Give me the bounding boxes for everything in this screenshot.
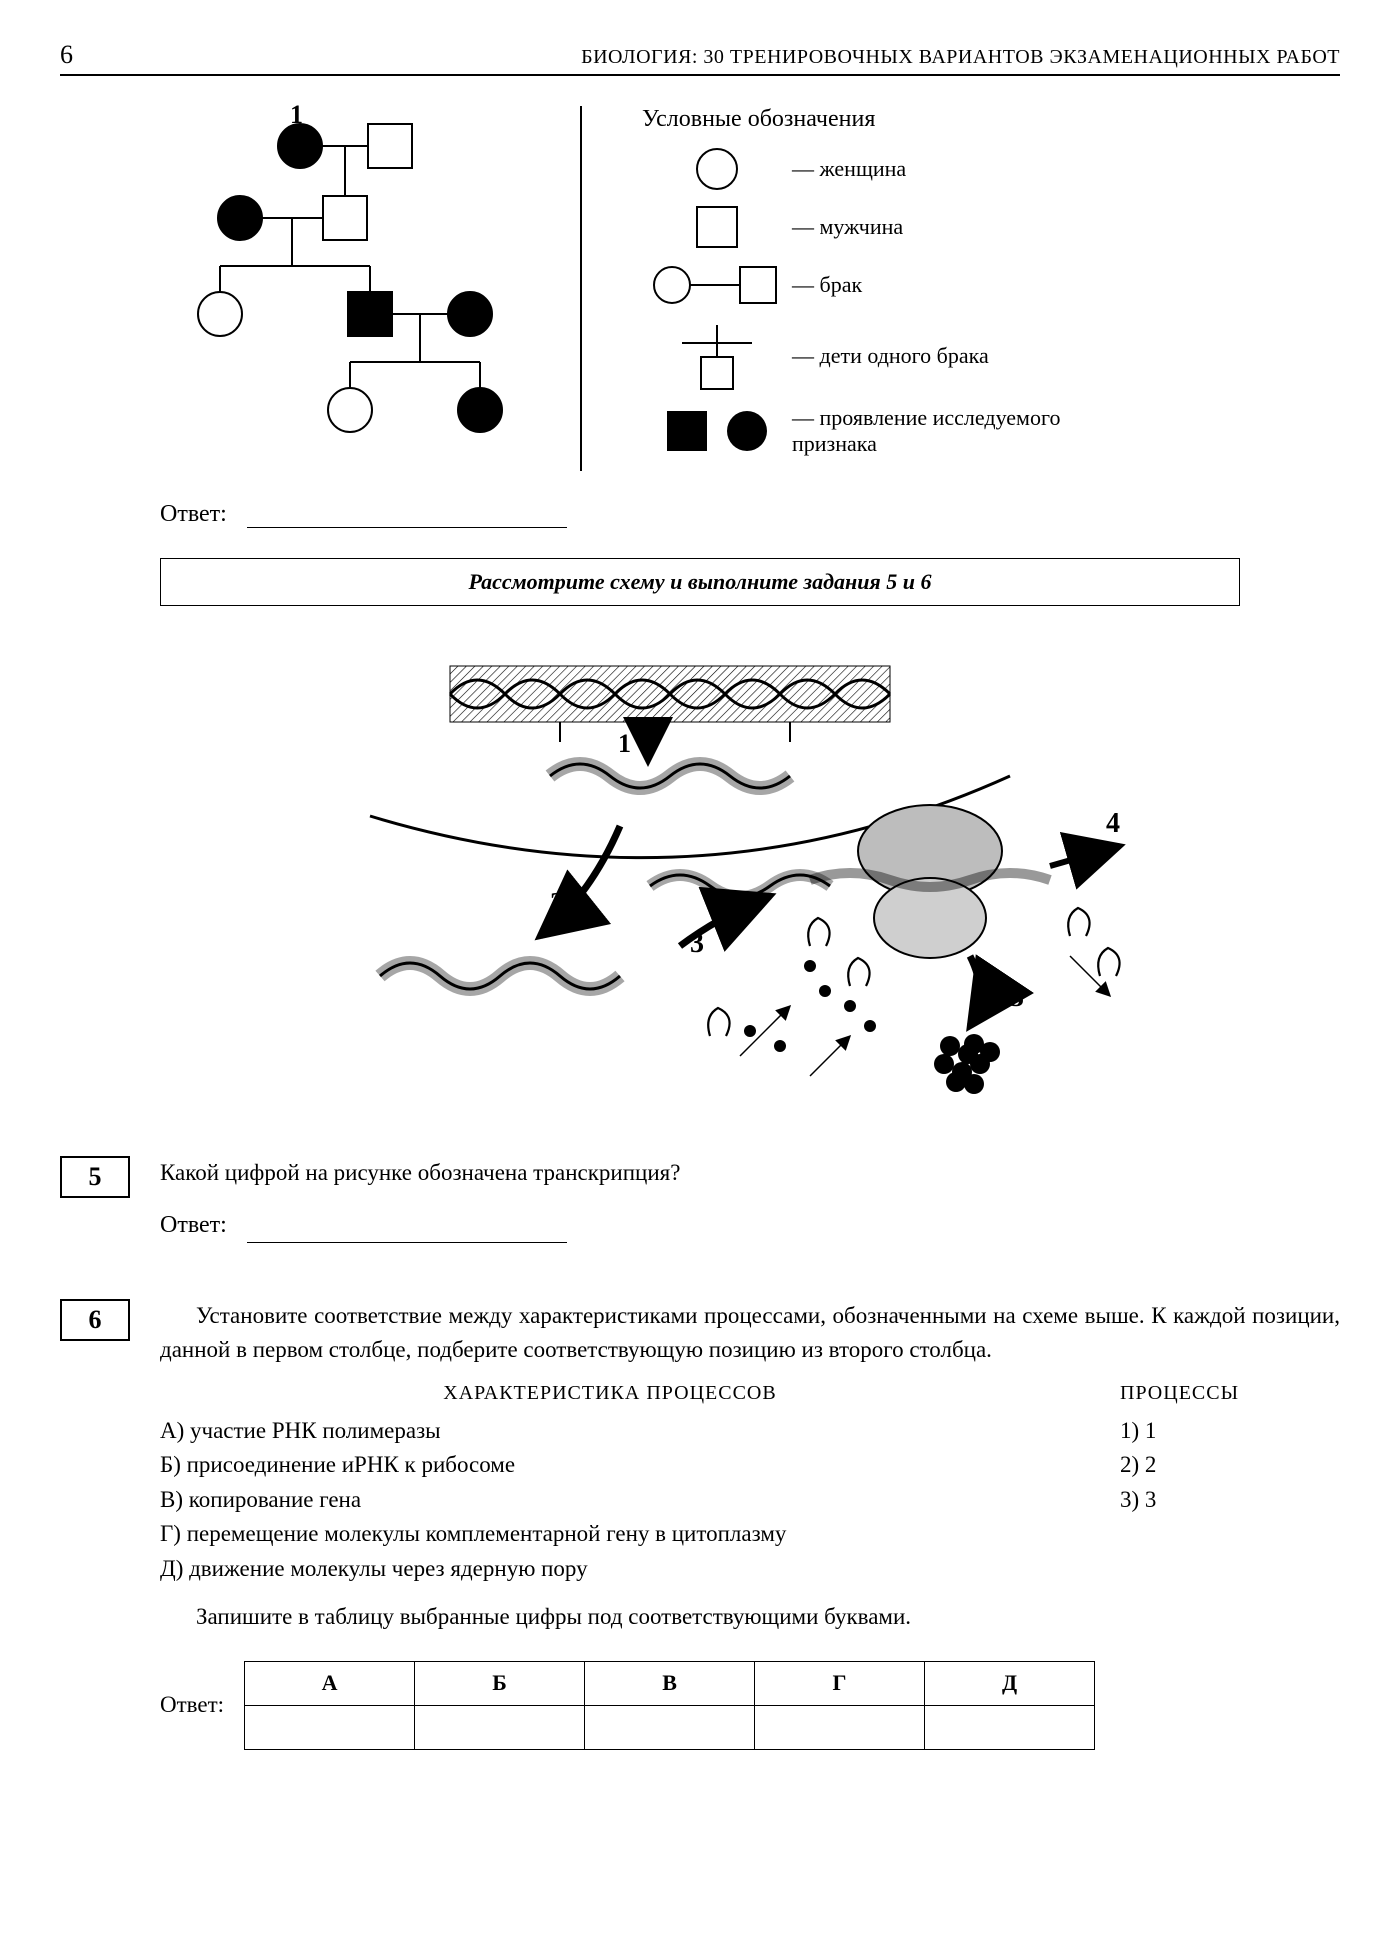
answer-blank[interactable] [247,502,567,528]
table-header: Б [415,1661,585,1705]
instruction-box: Рассмотрите схему и выполните задания 5 … [160,558,1240,606]
svg-text:1: 1 [618,729,631,758]
question-5-body: Какой цифрой на рисунке обозначена транс… [160,1156,1340,1273]
svg-text:2: 2 [550,888,564,919]
table-header: Д [925,1661,1095,1705]
table-cell[interactable] [245,1705,415,1749]
question-6-intro: Установите соответствие между характерис… [160,1299,1340,1368]
page-number: 6 [60,40,73,70]
pedigree-svg [160,106,540,446]
legend-row-children: — дети одного брака [642,321,1280,391]
table-header: А [245,1661,415,1705]
answer-row-pedigree: Ответ: [160,501,1340,528]
legend-title: Условные обозначения [642,106,1280,133]
pedigree-diagram: 1 [160,106,582,471]
q6-answer-row: Ответ: А Б В Г Д [160,1661,1340,1750]
legend-row-female: — женщина [642,147,1280,191]
legend-text: — женщина [792,156,906,182]
legend: Условные обозначения — женщина — мужчина [582,106,1280,471]
female-symbol-icon [642,147,792,191]
q6-left-item: Г) перемещение молекулы комплементарной … [160,1517,1060,1552]
question-number-6: 6 [60,1299,130,1341]
table-cell[interactable] [585,1705,755,1749]
legend-row-marriage: — брак [642,263,1280,307]
marriage-symbol-icon [642,263,792,307]
q6-right-head: ПРОЦЕССЫ [1120,1378,1340,1408]
table-header: Г [755,1661,925,1705]
q6-answer-table: А Б В Г Д [244,1661,1095,1750]
header-title: БИОЛОГИЯ: 30 ТРЕНИРОВОЧНЫХ ВАРИАНТОВ ЭКЗ… [581,46,1340,69]
question-5-text: Какой цифрой на рисунке обозначена транс… [160,1156,1340,1191]
answer-label: Ответ: [160,1207,227,1243]
children-symbol-icon [642,321,792,391]
pedigree-label: 1 [290,100,303,130]
q6-left-item: Б) присоединение иРНК к рибосоме [160,1448,1060,1483]
q6-right-item: 2) 2 [1120,1448,1340,1483]
legend-text: — проявление исследуемого признака [792,405,1092,457]
legend-row-affected: — проявление исследуемого признака [642,405,1280,457]
svg-text:4: 4 [1106,808,1120,839]
question-6-body: Установите соответствие между характерис… [160,1299,1340,1635]
answer-label: Ответ: [160,501,227,528]
legend-text: — брак [792,272,862,298]
male-symbol-icon [642,205,792,249]
q6-left-item: А) участие РНК полимеразы [160,1414,1060,1449]
q6-left-item: Д) движение молекулы через ядерную пору [160,1552,1060,1587]
q6-left-head: ХАРАКТЕРИСТИКА ПРОЦЕССОВ [160,1378,1060,1408]
question-number-5: 5 [60,1156,130,1198]
q6-right-item: 3) 3 [1120,1483,1340,1518]
legend-row-male: — мужчина [642,205,1280,249]
answer-label: Ответ: [160,1692,224,1718]
legend-text: — дети одного брака [792,343,989,369]
svg-text:3: 3 [690,928,704,959]
q6-right-item: 1) 1 [1120,1414,1340,1449]
q6-table-instruction: Запишите в таблицу выбранные цифры под с… [160,1600,1340,1635]
table-cell[interactable] [415,1705,585,1749]
table-cell[interactable] [925,1705,1095,1749]
affected-symbol-icon [642,409,792,453]
q6-left-item: В) копирование гена [160,1483,1060,1518]
table-header: В [585,1661,755,1705]
table-cell[interactable] [755,1705,925,1749]
page-header: 6 БИОЛОГИЯ: 30 ТРЕНИРОВОЧНЫХ ВАРИАНТОВ Э… [60,40,1340,76]
answer-blank-q5[interactable] [247,1217,567,1243]
svg-text:5: 5 [1010,982,1024,1013]
protein-synthesis-diagram: 1 2 3 4 [60,636,1340,1116]
legend-text: — мужчина [792,214,903,240]
